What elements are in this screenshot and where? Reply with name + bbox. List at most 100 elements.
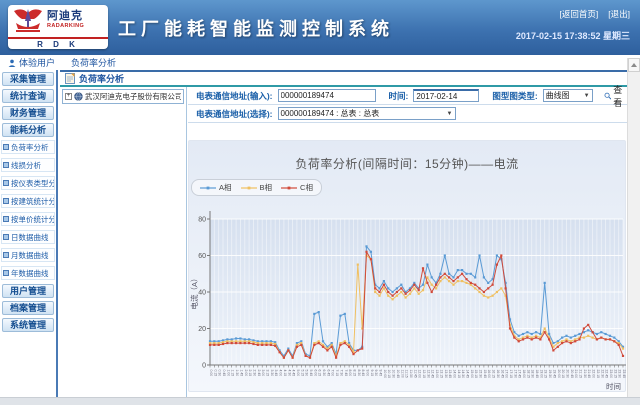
svg-text:6:45: 6:45 [326, 370, 330, 377]
sidebar-item-label: 按单价统计分析 [11, 214, 54, 224]
svg-text:19:45: 19:45 [552, 370, 556, 379]
sidebar-item-load-rate[interactable]: 负荷率分析 [1, 140, 55, 154]
sidebar-item-user-mgmt[interactable]: 用户管理 [2, 284, 54, 298]
svg-text:22:30: 22:30 [600, 370, 604, 379]
bullet-icon [3, 162, 9, 168]
tree-node-company[interactable]: + 武汉阿迪克电子股份有限公司 [62, 89, 184, 104]
sidebar-item-collection[interactable]: 采集管理 [2, 72, 54, 86]
svg-text:0:45: 0:45 [222, 370, 226, 377]
legend-item[interactable]: C相 [281, 182, 313, 193]
svg-text:12:00: 12:00 [418, 370, 422, 379]
scroll-up-button[interactable] [628, 58, 640, 72]
svg-text:20: 20 [198, 326, 206, 333]
breadcrumb: 体验用户 负荷率分析 [0, 55, 640, 70]
bullet-icon [3, 144, 9, 150]
org-tree-panel: + 武汉阿迪克电子股份有限公司 [60, 87, 187, 405]
chart-type-label: 图型图类型: [492, 90, 538, 101]
svg-text:3:15: 3:15 [266, 370, 270, 377]
svg-text:17:00: 17:00 [505, 370, 509, 379]
sidebar-item-statistics[interactable]: 统计查询 [2, 89, 54, 103]
expand-icon[interactable]: + [65, 93, 72, 100]
form-row-2: 电表通信地址(选择): 000000189474 : 总表 : 总表 ▼ [188, 105, 627, 123]
svg-text:19:00: 19:00 [539, 370, 543, 379]
chart-plot: 0 20 40 60 80 0:00 0:15 0:30 0:45 1:00 1:15 1:30 1:4… [189, 211, 626, 391]
address-select-label: 电表通信地址(选择): [196, 108, 273, 119]
sidebar-item-daily-curve[interactable]: 日数据曲线 [1, 230, 55, 244]
sidebar-item-by-building[interactable]: 按建筑统计分析 [1, 194, 55, 208]
svg-text:11:15: 11:15 [405, 370, 409, 378]
svg-text:5:30: 5:30 [305, 370, 309, 377]
bullet-icon [3, 180, 9, 186]
svg-text:1:45: 1:45 [239, 370, 243, 377]
svg-text:23:30: 23:30 [618, 370, 622, 379]
svg-text:3:30: 3:30 [270, 370, 274, 377]
brand-names: 阿迪克 RADARKING [47, 11, 84, 30]
address-select[interactable]: 000000189474 : 总表 : 总表 ▼ [277, 107, 456, 120]
svg-text:15:30: 15:30 [479, 370, 483, 379]
svg-text:60: 60 [198, 253, 206, 260]
svg-text:13:00: 13:00 [435, 370, 439, 379]
svg-text:23:00: 23:00 [609, 370, 613, 379]
breadcrumb-page-link[interactable]: 负荷率分析 [71, 58, 117, 68]
sidebar-item-yearly-curve[interactable]: 年数据曲线 [1, 266, 55, 280]
magnifier-icon [604, 92, 611, 100]
svg-text:1:15: 1:15 [231, 370, 235, 377]
svg-text:13:30: 13:30 [444, 370, 448, 379]
legend-label: B相 [259, 183, 273, 192]
sidebar: 采集管理 统计查询 财务管理 能耗分析 负荷率分析 线损分析 按仪表类型分析 按… [0, 70, 58, 405]
svg-text:5:15: 5:15 [300, 370, 304, 377]
sidebar-item-monthly-curve[interactable]: 月数据曲线 [1, 248, 55, 262]
bullet-icon [3, 216, 9, 222]
svg-text:14:30: 14:30 [461, 370, 465, 379]
svg-text:4:45: 4:45 [292, 370, 296, 377]
company-name: 武汉阿迪克电子股份有限公司 [84, 92, 181, 101]
svg-text:21:00: 21:00 [574, 370, 578, 379]
address-select-value: 000000189474 : 总表 : 总表 [280, 109, 380, 118]
address-input[interactable] [277, 89, 376, 102]
svg-text:11:30: 11:30 [409, 370, 413, 378]
content-main: + 武汉阿迪克电子股份有限公司 电表通信地址(输入): 时间: 图型图类型 [60, 85, 627, 405]
chart-type-select[interactable]: 曲线图 ▼ [542, 89, 593, 102]
home-link[interactable]: [返回首页] [559, 9, 599, 19]
svg-text:1:30: 1:30 [235, 370, 239, 377]
svg-text:80: 80 [198, 217, 206, 224]
document-icon [65, 73, 75, 84]
logout-link[interactable]: [退出] [608, 9, 630, 19]
svg-text:2:00: 2:00 [244, 370, 248, 377]
legend-label: C相 [300, 183, 313, 192]
sidebar-item-label: 按仪表类型分析 [11, 178, 54, 188]
svg-text:15:15: 15:15 [474, 370, 478, 379]
svg-text:12:30: 12:30 [426, 370, 430, 379]
svg-text:7:45: 7:45 [344, 370, 348, 377]
view-button[interactable]: 查看 [604, 83, 627, 109]
time-input[interactable] [413, 89, 480, 102]
svg-text:16:45: 16:45 [500, 370, 504, 379]
svg-text:40: 40 [198, 290, 206, 297]
sidebar-item-line-loss[interactable]: 线损分析 [1, 158, 55, 172]
content-area: 负荷率分析 + 武汉阿迪克电子股份有限公司 电表通信地址(输入): [60, 70, 627, 405]
legend-item[interactable]: A相 [200, 182, 232, 193]
vertical-scrollbar[interactable] [627, 58, 640, 405]
svg-text:22:00: 22:00 [592, 370, 596, 379]
svg-text:18:15: 18:15 [526, 370, 530, 379]
sidebar-item-archive-mgmt[interactable]: 档案管理 [2, 301, 54, 315]
sidebar-item-by-meter-type[interactable]: 按仪表类型分析 [1, 176, 55, 190]
svg-text:1:00: 1:00 [226, 370, 230, 377]
sidebar-item-finance[interactable]: 财务管理 [2, 106, 54, 120]
svg-text:22:45: 22:45 [605, 370, 609, 379]
svg-text:21:15: 21:15 [579, 370, 583, 379]
legend-item[interactable]: B相 [240, 182, 273, 193]
sidebar-item-label: 线损分析 [11, 160, 41, 170]
svg-text:18:45: 18:45 [535, 370, 539, 379]
chevron-down-icon: ▼ [446, 110, 453, 117]
sidebar-item-system-mgmt[interactable]: 系统管理 [2, 318, 54, 332]
page-tab: 负荷率分析 [60, 70, 627, 87]
sidebar-item-by-unit-price[interactable]: 按单价统计分析 [1, 212, 55, 226]
app-header: 阿迪克 RADARKING R D K 工厂能耗智能监测控制系统 [返回首页] … [0, 0, 640, 55]
svg-text:18:30: 18:30 [531, 370, 535, 379]
brand-abbr: R D K [8, 37, 108, 49]
svg-text:21:30: 21:30 [583, 370, 587, 379]
brand-name-cn: 阿迪克 [47, 10, 83, 23]
svg-text:15:00: 15:00 [470, 370, 474, 379]
sidebar-item-energy-analysis[interactable]: 能耗分析 [2, 123, 54, 137]
